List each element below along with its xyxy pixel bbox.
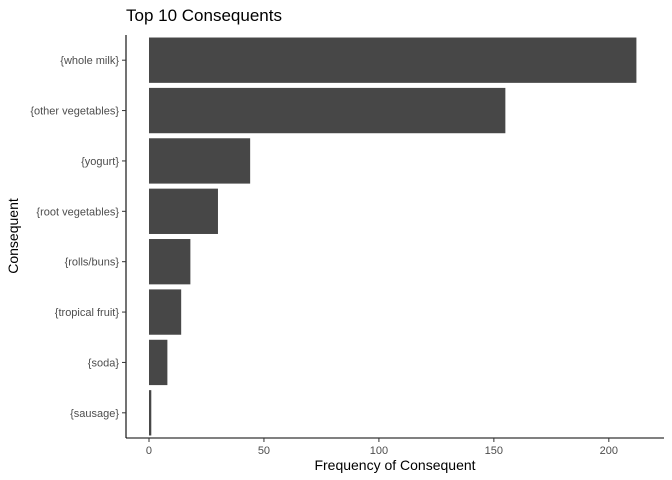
bar [148,390,152,436]
y-tick-label: {other vegetables} [30,106,119,118]
y-tick-label: {yogurt} [81,156,119,168]
y-tick-label: {root vegetables} [36,206,119,218]
y-axis-ticks: {whole milk} {other vegetables} {yogurt} {r… [30,55,126,420]
bar [148,37,637,83]
chart-title: Top 10 Consequents [126,6,282,25]
x-axis-title: Frequency of Consequent [314,457,475,473]
x-tick-label: 0 [146,445,152,457]
y-tick-label: {sausage} [70,408,119,420]
y-tick-label: {whole milk} [60,55,119,67]
bar [148,239,191,285]
y-tick-label: {soda} [88,357,120,369]
x-axis-ticks: 0 50 100 150 200 [146,438,618,457]
y-tick-label: {tropical fruit} [55,307,120,319]
x-tick-label: 150 [485,445,503,457]
bar [148,289,182,335]
y-axis-title: Consequent [5,198,21,274]
plot-area [148,37,637,436]
x-tick-label: 100 [370,445,388,457]
bar [148,87,506,134]
bar [148,138,251,184]
x-tick-label: 200 [600,445,618,457]
y-tick-label: {rolls/buns} [65,257,120,269]
bar [148,188,218,234]
x-tick-label: 50 [258,445,270,457]
bar [148,339,168,386]
